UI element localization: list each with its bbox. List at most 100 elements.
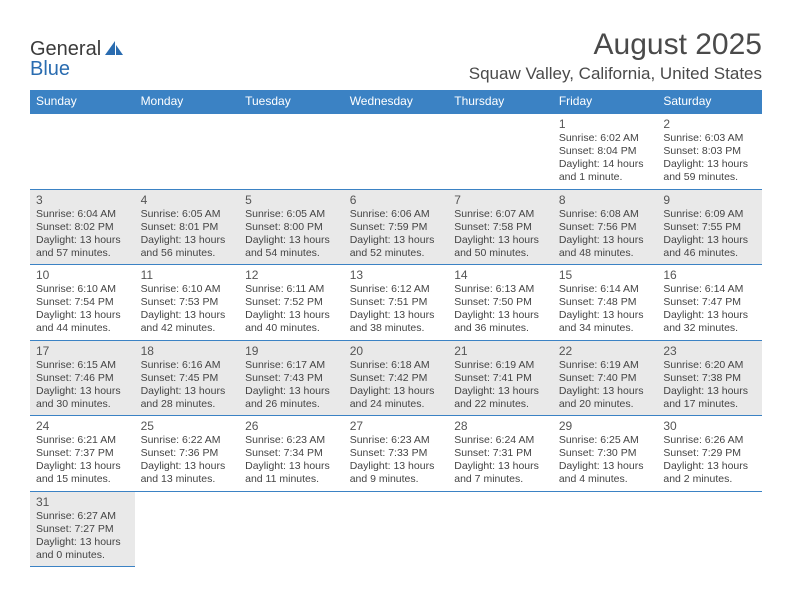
- calendar-cell: 19Sunrise: 6:17 AMSunset: 7:43 PMDayligh…: [239, 340, 344, 416]
- calendar-table: Sunday Monday Tuesday Wednesday Thursday…: [30, 90, 762, 567]
- day-number: 26: [245, 419, 338, 433]
- day-sunset: Sunset: 7:29 PM: [663, 447, 756, 460]
- day-sunset: Sunset: 7:53 PM: [141, 296, 234, 309]
- day-number: 22: [559, 344, 652, 358]
- calendar-cell: 9Sunrise: 6:09 AMSunset: 7:55 PMDaylight…: [657, 189, 762, 265]
- day-number: 5: [245, 193, 338, 207]
- calendar-cell: [448, 491, 553, 567]
- day-sunset: Sunset: 7:52 PM: [245, 296, 338, 309]
- calendar-cell: 14Sunrise: 6:13 AMSunset: 7:50 PMDayligh…: [448, 265, 553, 341]
- calendar-cell: 29Sunrise: 6:25 AMSunset: 7:30 PMDayligh…: [553, 416, 658, 492]
- day-sunrise: Sunrise: 6:24 AM: [454, 434, 547, 447]
- day-sunrise: Sunrise: 6:03 AM: [663, 132, 756, 145]
- day-number: 19: [245, 344, 338, 358]
- day-day2: and 46 minutes.: [663, 247, 756, 260]
- header: General August 2025 Squaw Valley, Califo…: [30, 28, 762, 84]
- calendar-week: 31Sunrise: 6:27 AMSunset: 7:27 PMDayligh…: [30, 491, 762, 567]
- calendar-cell: [30, 113, 135, 189]
- day-sunset: Sunset: 7:37 PM: [36, 447, 129, 460]
- day-day1: Daylight: 13 hours: [245, 309, 338, 322]
- day-day2: and 52 minutes.: [350, 247, 443, 260]
- day-day2: and 20 minutes.: [559, 398, 652, 411]
- calendar-cell: 22Sunrise: 6:19 AMSunset: 7:40 PMDayligh…: [553, 340, 658, 416]
- day-number: 14: [454, 268, 547, 282]
- day-number: 6: [350, 193, 443, 207]
- day-day2: and 0 minutes.: [36, 549, 129, 562]
- day-day1: Daylight: 13 hours: [454, 460, 547, 473]
- day-sunset: Sunset: 7:36 PM: [141, 447, 234, 460]
- day-day1: Daylight: 13 hours: [663, 234, 756, 247]
- day-sunset: Sunset: 7:48 PM: [559, 296, 652, 309]
- dayname-mon: Monday: [135, 90, 240, 113]
- calendar-cell: 8Sunrise: 6:08 AMSunset: 7:56 PMDaylight…: [553, 189, 658, 265]
- day-number: 27: [350, 419, 443, 433]
- day-day1: Daylight: 13 hours: [350, 309, 443, 322]
- dayname-wed: Wednesday: [344, 90, 449, 113]
- day-sunrise: Sunrise: 6:04 AM: [36, 208, 129, 221]
- day-number: 11: [141, 268, 234, 282]
- day-day2: and 15 minutes.: [36, 473, 129, 486]
- day-sunrise: Sunrise: 6:11 AM: [245, 283, 338, 296]
- day-number: 17: [36, 344, 129, 358]
- day-day2: and 40 minutes.: [245, 322, 338, 335]
- day-day2: and 36 minutes.: [454, 322, 547, 335]
- calendar-cell: [448, 113, 553, 189]
- day-day2: and 1 minute.: [559, 171, 652, 184]
- day-sunrise: Sunrise: 6:05 AM: [141, 208, 234, 221]
- day-sunset: Sunset: 7:31 PM: [454, 447, 547, 460]
- day-day2: and 42 minutes.: [141, 322, 234, 335]
- day-sunrise: Sunrise: 6:10 AM: [36, 283, 129, 296]
- day-sunset: Sunset: 7:27 PM: [36, 523, 129, 536]
- day-day2: and 13 minutes.: [141, 473, 234, 486]
- logo-sail-icon: [103, 39, 125, 60]
- day-day1: Daylight: 13 hours: [350, 385, 443, 398]
- day-day1: Daylight: 13 hours: [454, 385, 547, 398]
- day-sunset: Sunset: 8:03 PM: [663, 145, 756, 158]
- day-sunrise: Sunrise: 6:26 AM: [663, 434, 756, 447]
- day-day1: Daylight: 13 hours: [141, 385, 234, 398]
- day-day2: and 2 minutes.: [663, 473, 756, 486]
- day-number: 20: [350, 344, 443, 358]
- day-number: 3: [36, 193, 129, 207]
- calendar-cell: [239, 113, 344, 189]
- day-day1: Daylight: 13 hours: [663, 460, 756, 473]
- day-sunset: Sunset: 8:00 PM: [245, 221, 338, 234]
- day-day1: Daylight: 13 hours: [245, 385, 338, 398]
- dayname-sat: Saturday: [657, 90, 762, 113]
- calendar-cell: [135, 491, 240, 567]
- day-day1: Daylight: 13 hours: [141, 460, 234, 473]
- day-sunset: Sunset: 7:33 PM: [350, 447, 443, 460]
- day-sunset: Sunset: 7:47 PM: [663, 296, 756, 309]
- day-number: 31: [36, 495, 129, 509]
- day-number: 25: [141, 419, 234, 433]
- day-day1: Daylight: 13 hours: [141, 234, 234, 247]
- calendar-week: 1Sunrise: 6:02 AMSunset: 8:04 PMDaylight…: [30, 113, 762, 189]
- day-day1: Daylight: 13 hours: [454, 234, 547, 247]
- day-day1: Daylight: 14 hours: [559, 158, 652, 171]
- day-sunrise: Sunrise: 6:25 AM: [559, 434, 652, 447]
- day-number: 7: [454, 193, 547, 207]
- day-day1: Daylight: 13 hours: [559, 309, 652, 322]
- day-sunset: Sunset: 7:50 PM: [454, 296, 547, 309]
- day-sunrise: Sunrise: 6:14 AM: [559, 283, 652, 296]
- day-sunrise: Sunrise: 6:19 AM: [454, 359, 547, 372]
- day-sunset: Sunset: 7:30 PM: [559, 447, 652, 460]
- day-number: 8: [559, 193, 652, 207]
- day-sunset: Sunset: 7:55 PM: [663, 221, 756, 234]
- day-number: 13: [350, 268, 443, 282]
- day-day2: and 26 minutes.: [245, 398, 338, 411]
- day-sunrise: Sunrise: 6:05 AM: [245, 208, 338, 221]
- day-day2: and 30 minutes.: [36, 398, 129, 411]
- day-day1: Daylight: 13 hours: [663, 385, 756, 398]
- dayname-tue: Tuesday: [239, 90, 344, 113]
- day-day1: Daylight: 13 hours: [245, 460, 338, 473]
- day-sunrise: Sunrise: 6:16 AM: [141, 359, 234, 372]
- calendar-week: 10Sunrise: 6:10 AMSunset: 7:54 PMDayligh…: [30, 265, 762, 341]
- day-day2: and 28 minutes.: [141, 398, 234, 411]
- day-number: 21: [454, 344, 547, 358]
- day-sunrise: Sunrise: 6:06 AM: [350, 208, 443, 221]
- calendar-head: Sunday Monday Tuesday Wednesday Thursday…: [30, 90, 762, 113]
- day-number: 23: [663, 344, 756, 358]
- day-day2: and 24 minutes.: [350, 398, 443, 411]
- day-sunrise: Sunrise: 6:27 AM: [36, 510, 129, 523]
